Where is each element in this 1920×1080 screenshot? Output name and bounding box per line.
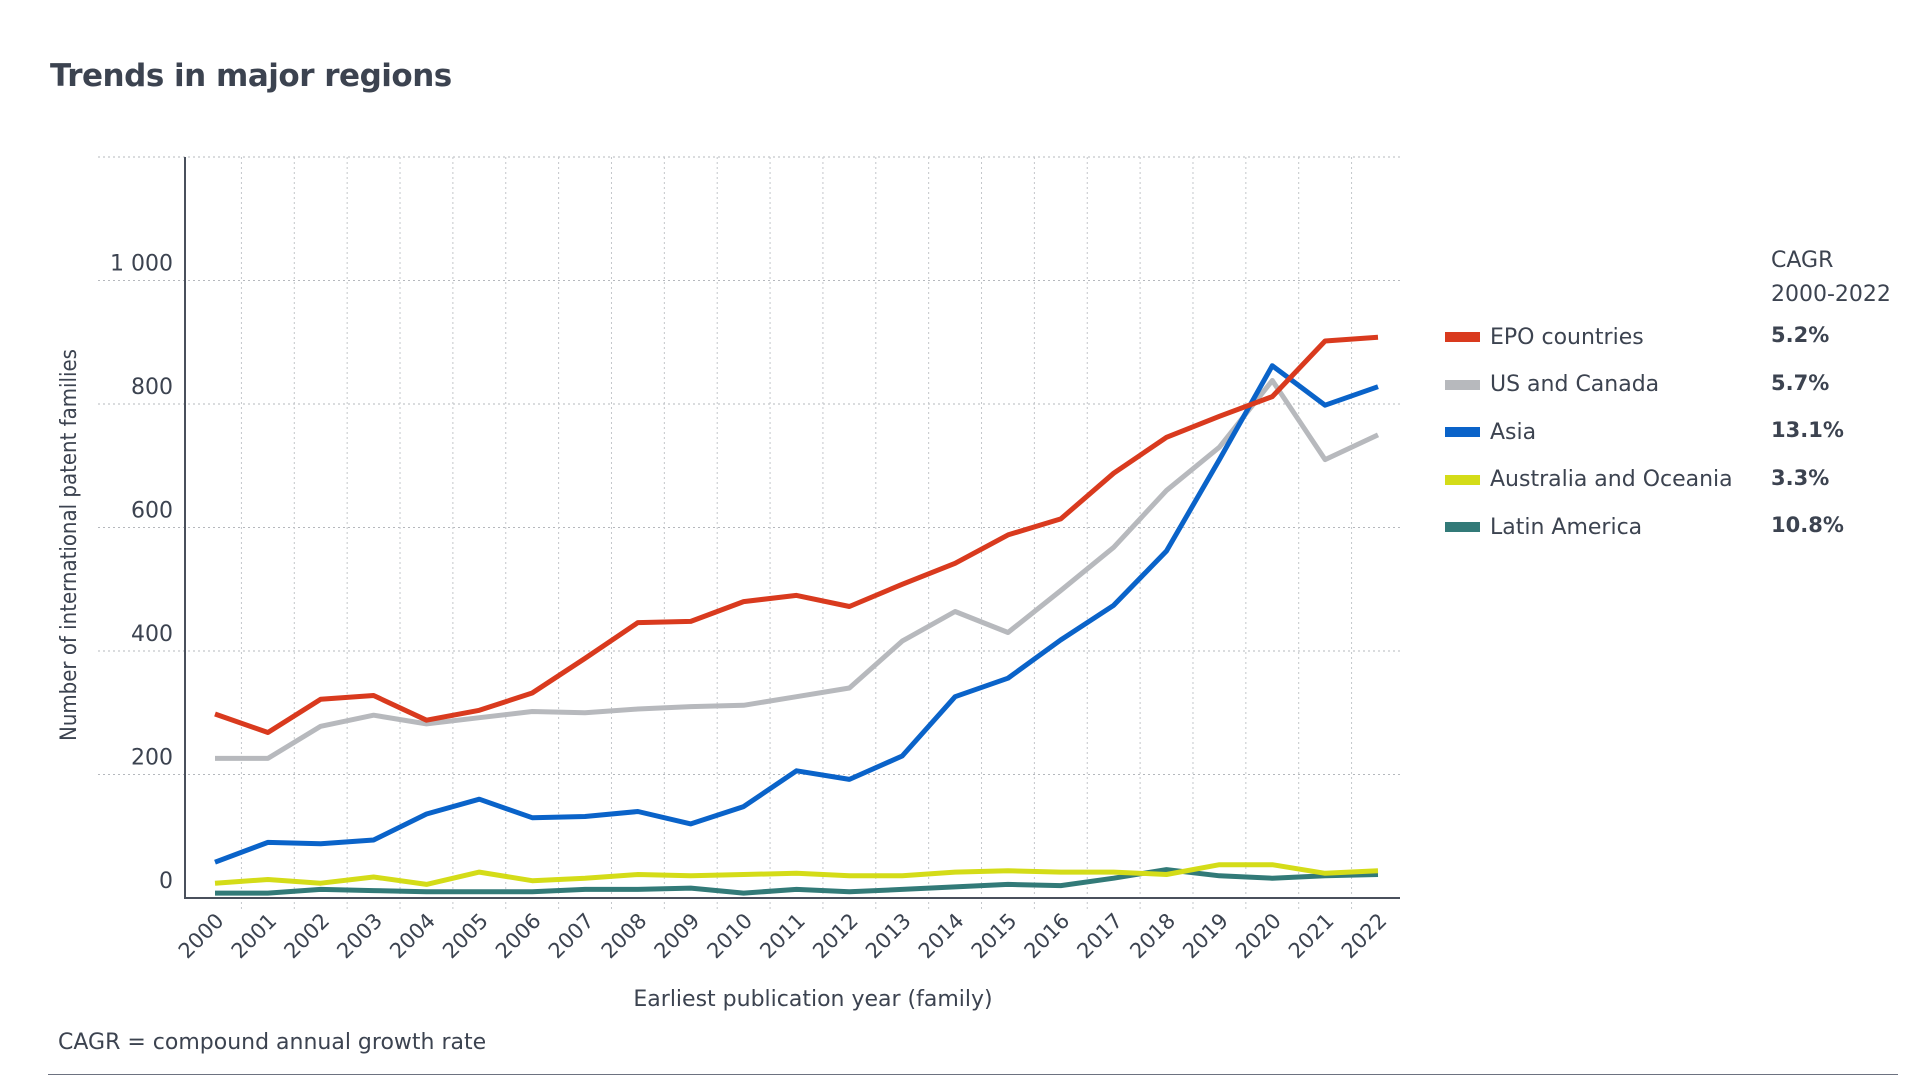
x-tick-label: 2012 <box>808 909 863 964</box>
y-tick-label: 0 <box>159 869 173 894</box>
series-lines <box>214 334 1380 896</box>
series-line-us-and-canada <box>215 378 1380 761</box>
series-line-australia-and-oceania <box>214 862 1379 887</box>
legend-cagr-value: 10.8% <box>1771 513 1844 537</box>
x-tick-label: 2014 <box>914 909 969 964</box>
legend-item-australia-and-oceania: Australia and Oceania <box>1445 465 1733 495</box>
x-tick-label: 2003 <box>332 909 387 964</box>
legend-label: Asia <box>1490 419 1537 445</box>
y-tick-label: 800 <box>131 375 173 400</box>
legend-label: US and Canada <box>1490 372 1660 397</box>
legend-item-us-and-canada: US and Canada <box>1445 370 1659 400</box>
x-tick-label: 2004 <box>385 909 440 964</box>
legend-item-asia: Asia <box>1445 417 1536 447</box>
x-tick-label: 2020 <box>1231 909 1286 964</box>
legend-cagr-value: 5.7% <box>1771 370 1830 395</box>
legend-swatch <box>1445 332 1480 342</box>
grid <box>98 156 1400 912</box>
x-tick-label: 2000 <box>174 909 229 964</box>
x-tick-label: 2001 <box>227 909 282 964</box>
y-tick-label: 1 000 <box>110 252 173 277</box>
y-axis-label: Number of international patent families <box>57 349 82 741</box>
x-axis-label: Earliest publication year (family) <box>633 987 992 1012</box>
legend-swatch <box>1445 474 1480 485</box>
legend-cagr-value: 13.1% <box>1771 418 1844 442</box>
legend-swatch <box>1445 522 1480 532</box>
legend-item-latin-america: Latin America <box>1445 512 1642 542</box>
footnote: CAGR = compound annual growth rate <box>58 1030 487 1055</box>
legend-swatch <box>1445 427 1480 437</box>
legend-cagr-value: 5.2% <box>1771 323 1830 347</box>
x-tick-label: 2016 <box>1020 909 1075 964</box>
legend-label: EPO countries <box>1490 324 1644 350</box>
y-tick-labels: 0 200 400 600 800 1 000 <box>110 252 173 895</box>
x-tick-label: 2021 <box>1284 909 1339 964</box>
y-tick-label: 400 <box>131 622 173 647</box>
y-tick-label: 200 <box>131 746 173 771</box>
chart-title: Trends in major regions <box>50 58 452 94</box>
x-tick-label: 2008 <box>597 909 652 964</box>
x-tick-label: 2009 <box>650 909 705 964</box>
x-tick-label: 2017 <box>1072 909 1127 964</box>
legend-label: Australia and Oceania <box>1490 467 1733 492</box>
series-line-asia <box>214 363 1379 865</box>
cagr-header-line1: CAGR <box>1771 248 1834 273</box>
x-tick-label: 2011 <box>755 909 810 964</box>
x-tick-label: 2018 <box>1125 909 1180 964</box>
y-tick-label: 600 <box>131 499 173 524</box>
cagr-header: CAGR 2000-2022 <box>1771 244 1891 312</box>
x-tick-label: 2022 <box>1337 909 1392 964</box>
x-tick-label: 2005 <box>438 909 493 964</box>
series-line-epo-countries <box>214 334 1379 735</box>
x-tick-label: 2019 <box>1178 909 1233 964</box>
legend-swatch <box>1445 379 1480 390</box>
legend-item-epo-countries: EPO countries <box>1445 322 1644 352</box>
x-tick-label: 2015 <box>967 909 1022 964</box>
legend-label: Latin America <box>1490 514 1643 540</box>
x-tick-label: 2013 <box>861 909 916 964</box>
x-tick-label: 2002 <box>279 909 334 964</box>
x-tick-label: 2010 <box>702 909 757 964</box>
bottom-rule <box>48 1074 1898 1075</box>
cagr-header-line2: 2000-2022 <box>1771 282 1891 307</box>
legend-cagr-value: 3.3% <box>1771 465 1830 490</box>
x-tick-labels: 2000200120022003200420052006200720082009… <box>174 909 1392 964</box>
x-tick-label: 2007 <box>544 909 599 964</box>
x-tick-label: 2006 <box>491 909 546 964</box>
